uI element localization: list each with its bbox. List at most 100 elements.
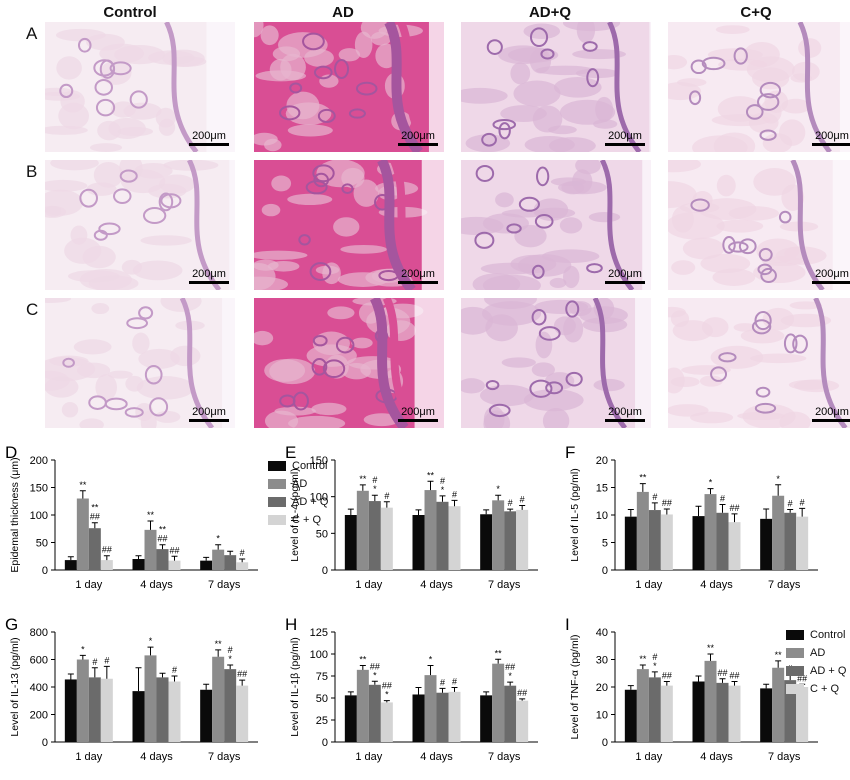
scale-bar: 200μm xyxy=(189,268,229,284)
error-bar xyxy=(707,653,714,661)
significance-label: ** xyxy=(359,654,367,664)
legend-item: Control xyxy=(786,626,846,644)
significance-label: # xyxy=(172,665,177,675)
bar xyxy=(380,702,393,742)
legend-swatch xyxy=(786,666,804,676)
significance-label: ** xyxy=(495,648,503,658)
legend-label: AD xyxy=(292,478,308,490)
bar xyxy=(516,509,529,570)
significance-label: ** xyxy=(707,643,715,653)
micrograph-A-0: 200μm xyxy=(45,22,235,152)
bar xyxy=(796,516,809,570)
chart-I: I 0 10 20 30 40 Level of TNF-α (pg/ml) ** # * ## 1 … xyxy=(560,612,830,777)
significance-label: ## xyxy=(90,512,100,522)
bar xyxy=(212,549,225,570)
bar xyxy=(132,559,145,570)
scale-bar: 200μm xyxy=(812,406,850,422)
bar xyxy=(368,684,381,742)
micrograph-A-1: 200μm xyxy=(254,22,444,152)
error-bar xyxy=(627,685,634,690)
bar xyxy=(704,494,717,570)
legend-item: AD + Q xyxy=(268,493,328,511)
y-tick-label: 15 xyxy=(596,483,608,495)
bar xyxy=(156,677,169,742)
error-bar xyxy=(719,678,726,683)
significance-label: # xyxy=(652,492,657,502)
error-bar xyxy=(383,501,390,508)
legend-item: AD xyxy=(786,644,846,662)
scale-bar-line xyxy=(189,143,229,146)
scale-bar-label: 200μm xyxy=(815,268,849,280)
panel-letter: D xyxy=(5,443,17,462)
significance-label: # xyxy=(652,652,657,662)
y-tick-label: 100 xyxy=(310,649,328,661)
significance-label: * xyxy=(385,690,389,700)
significance-label: ** xyxy=(91,503,99,513)
bar xyxy=(156,549,169,570)
error-bar xyxy=(359,484,366,491)
bar xyxy=(356,669,369,742)
y-tick-label: 30 xyxy=(596,655,608,667)
bar xyxy=(424,675,437,742)
panel-letter: H xyxy=(285,615,297,634)
significance-label: ## xyxy=(382,681,392,691)
legend-label: AD + Q xyxy=(810,665,847,677)
x-tick-label: 7 days xyxy=(768,579,801,591)
significance-label: * xyxy=(776,474,780,484)
error-bar xyxy=(427,664,434,676)
scale-bar: 200μm xyxy=(812,130,850,146)
bar xyxy=(144,529,157,570)
error-bar xyxy=(495,658,502,664)
legend-item: C + Q xyxy=(786,680,846,698)
y-tick-label: 20 xyxy=(596,455,608,467)
y-tick-label: 50 xyxy=(316,528,328,540)
significance-label: ** xyxy=(147,510,155,520)
error-bar xyxy=(103,555,110,561)
scale-bar: 200μm xyxy=(812,268,850,284)
bar xyxy=(380,507,393,570)
x-tick-label: 1 day xyxy=(635,751,662,763)
legend-item: C + Q xyxy=(268,511,328,529)
bar xyxy=(88,677,101,742)
bar xyxy=(412,694,425,742)
scale-bar-line xyxy=(189,281,229,284)
column-header-2: AD+Q xyxy=(528,4,572,21)
error-bar xyxy=(239,558,246,563)
y-tick-label: 400 xyxy=(30,682,48,694)
significance-label: ## xyxy=(662,671,672,681)
error-bar xyxy=(91,667,98,678)
error-bar xyxy=(227,550,234,556)
error-bar xyxy=(147,646,154,656)
bar xyxy=(424,490,437,570)
column-header-0: Control xyxy=(103,4,157,21)
error-bar xyxy=(359,664,366,670)
error-bar xyxy=(731,681,738,686)
panel-letter: E xyxy=(285,443,296,462)
bar xyxy=(100,678,113,742)
legend-swatch xyxy=(268,479,286,489)
significance-label: # xyxy=(452,676,457,686)
x-tick-label: 4 days xyxy=(140,579,173,591)
y-tick-label: 200 xyxy=(30,455,48,467)
y-axis-label: Level of TNF-α (pg/ml) xyxy=(569,634,581,739)
bar xyxy=(692,516,705,570)
error-bar xyxy=(203,683,210,690)
error-bar xyxy=(439,687,446,693)
significance-label: # xyxy=(92,657,97,667)
legend-swatch xyxy=(786,648,804,658)
scale-bar: 200μm xyxy=(398,268,438,284)
scale-bar-line xyxy=(398,419,438,422)
bar xyxy=(168,560,181,570)
scale-bar-label: 200μm xyxy=(815,406,849,418)
error-bar xyxy=(639,664,646,670)
error-bar xyxy=(799,507,806,517)
scale-bar-line xyxy=(812,419,850,422)
bar xyxy=(356,490,369,570)
error-bar xyxy=(651,671,658,678)
error-bar xyxy=(451,499,458,507)
error-bar xyxy=(215,649,222,657)
significance-label: ## xyxy=(717,668,727,678)
scale-bar-line xyxy=(398,143,438,146)
error-bar xyxy=(203,556,210,561)
bar xyxy=(88,528,101,570)
